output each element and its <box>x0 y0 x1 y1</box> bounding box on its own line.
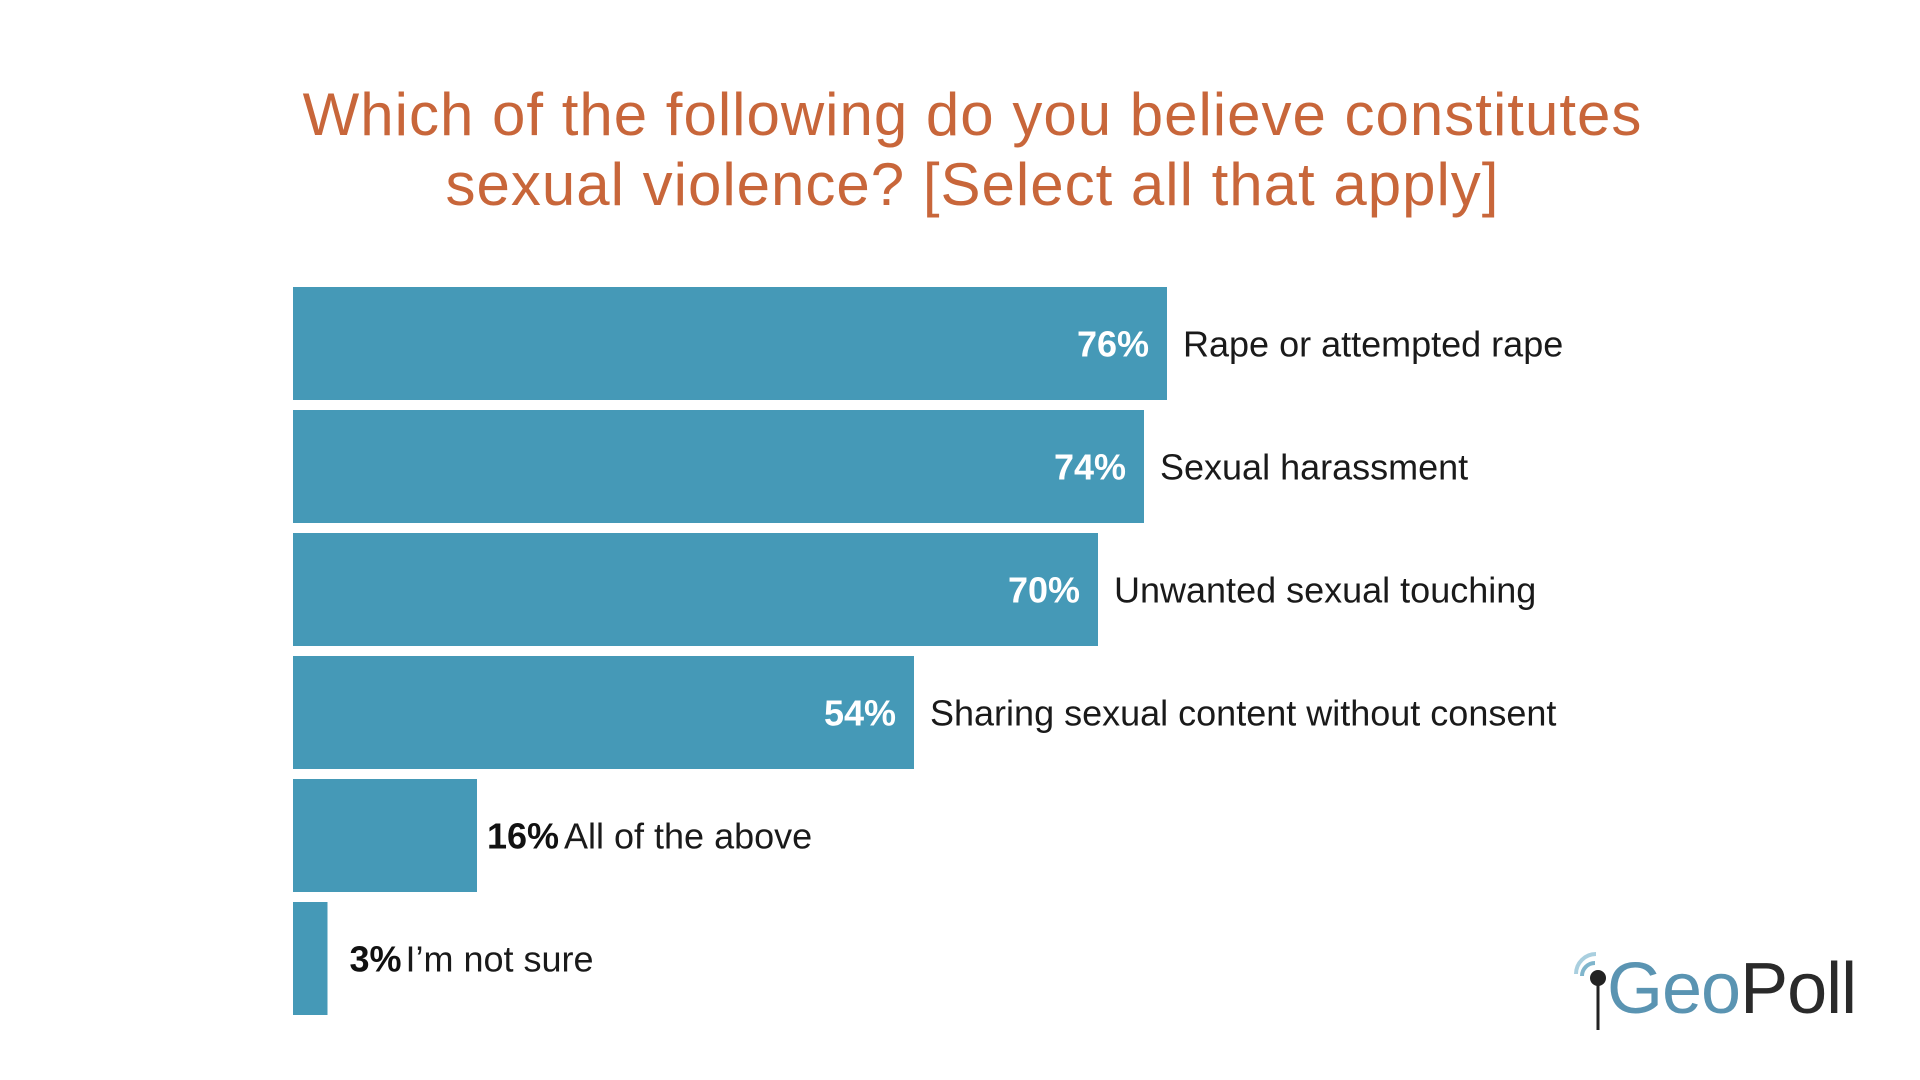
value-label-2: 70% <box>1008 570 1080 611</box>
signal-pin-icon <box>1574 952 1606 1030</box>
bar-0 <box>293 287 1167 400</box>
bar-5 <box>293 902 328 1015</box>
logo-poll: Poll <box>1740 949 1857 1029</box>
bar-4 <box>293 779 477 892</box>
value-label-4: 16% <box>487 816 559 857</box>
category-label-5: I’m not sure <box>406 939 594 980</box>
chart-title-line-2: sexual violence? [Select all that apply] <box>445 151 1500 218</box>
bar-3 <box>293 656 914 769</box>
category-label-4: All of the above <box>564 816 812 857</box>
value-label-0: 76% <box>1077 324 1149 365</box>
category-label-1: Sexual harassment <box>1160 447 1468 488</box>
bar-2 <box>293 533 1098 646</box>
bar-1 <box>293 410 1144 523</box>
logo-geo: Geo <box>1607 949 1741 1029</box>
category-label-2: Unwanted sexual touching <box>1114 570 1536 611</box>
geopoll-logo: GeoPoll <box>1562 940 1862 1040</box>
chart-title-line-1: Which of the following do you believe co… <box>302 81 1643 148</box>
value-label-1: 74% <box>1054 447 1126 488</box>
category-label-0: Rape or attempted rape <box>1183 324 1563 365</box>
category-label-3: Sharing sexual content without consent <box>930 693 1556 734</box>
chart-title: Which of the following do you believe co… <box>0 80 1920 220</box>
value-label-3: 54% <box>824 693 896 734</box>
value-label-5: 3% <box>350 939 402 980</box>
